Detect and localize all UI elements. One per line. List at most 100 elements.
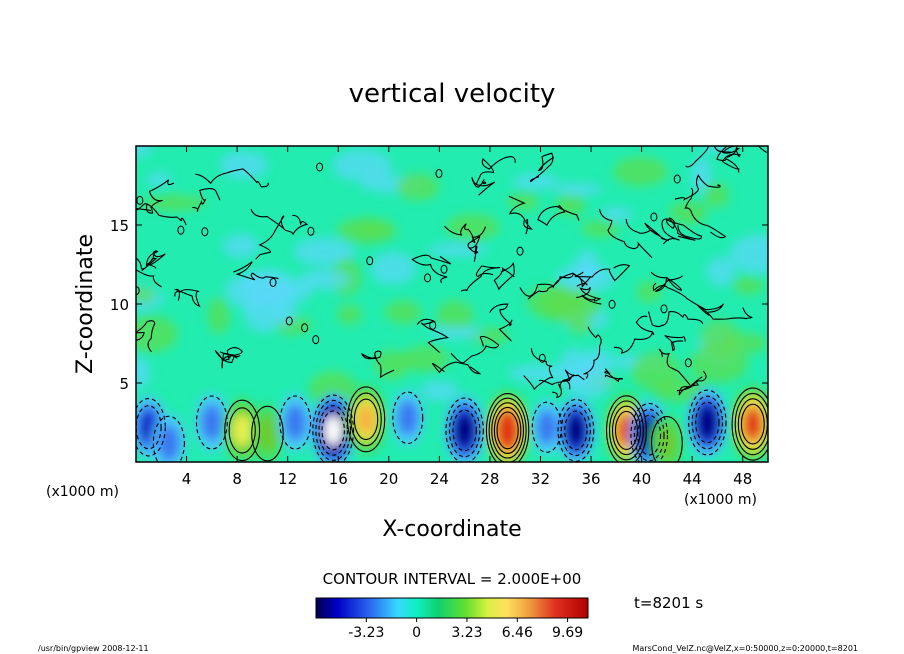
x-unit-left: (x1000 m) <box>46 484 119 500</box>
texture-patch <box>512 173 559 190</box>
contour-ring <box>611 405 641 456</box>
contour-ring <box>637 414 662 456</box>
contour-ring <box>564 410 588 451</box>
contour-ring <box>496 411 519 450</box>
texture-patch <box>429 326 483 339</box>
contour-line <box>529 152 555 183</box>
contour-loop <box>269 278 277 288</box>
contour-ring <box>350 392 382 447</box>
texture-patch <box>336 217 398 245</box>
contour-line <box>684 187 727 239</box>
texture-patch <box>222 234 259 258</box>
contour-loop <box>608 299 616 309</box>
contour-ring <box>195 395 228 450</box>
x-axis: 4 8 12 16 20 24 28 32 36 40 44 48 <box>182 146 752 488</box>
contour-loop <box>516 246 524 256</box>
contour-loop <box>650 212 658 222</box>
contour-loop <box>440 264 448 274</box>
contour-line <box>431 361 482 375</box>
velocity-cell-core <box>201 404 223 441</box>
contour-ring <box>734 392 768 456</box>
contour-ring <box>392 391 424 445</box>
x-unit-right: (x1000 m) <box>684 492 757 508</box>
contour-line <box>576 286 602 305</box>
footer-right: MarsCond_VelZ.nc@VelZ,x=0:50000,z=0:2000… <box>633 644 859 653</box>
texture-patch <box>601 206 633 221</box>
velocity-cell-core <box>397 400 418 436</box>
velocity-cell-core <box>743 408 762 440</box>
x-tick-label: 44 <box>683 470 702 488</box>
contour-ring <box>312 394 355 462</box>
texture-patch <box>703 182 730 209</box>
contour-line <box>450 335 500 364</box>
time-label: t=8201 s <box>634 594 703 612</box>
contour-line <box>650 271 683 292</box>
contour-line <box>136 269 162 288</box>
x-tick-label: 24 <box>430 470 449 488</box>
texture-patch <box>636 281 662 303</box>
contour-line <box>666 217 703 240</box>
contour-line <box>674 173 721 201</box>
texture-patch <box>508 364 569 382</box>
contour-line <box>658 348 703 387</box>
contour-line <box>255 215 285 260</box>
contour-lines <box>136 386 768 462</box>
contour-ring <box>228 407 256 454</box>
contour-ring <box>136 405 162 450</box>
velocity-cell-core <box>284 404 306 441</box>
contour-loop <box>366 256 374 266</box>
texture-patch <box>207 297 230 334</box>
contour-line <box>411 254 452 284</box>
contour-line <box>523 348 554 390</box>
contour-ring <box>633 408 665 462</box>
contour-ring <box>448 403 481 458</box>
colorbar-tick-label: -3.23 <box>348 625 384 641</box>
texture-patch <box>396 173 440 201</box>
texture-patch <box>556 264 615 292</box>
texture-patch <box>631 352 682 392</box>
contour-ring <box>740 403 765 445</box>
contour-line <box>467 235 481 262</box>
contour-ring <box>136 397 166 457</box>
texture-patch <box>337 304 363 325</box>
contour-ring <box>353 398 379 441</box>
texture-patch <box>446 213 500 241</box>
contour-ring <box>491 402 525 459</box>
contour-loop <box>660 304 668 314</box>
contour-line <box>527 273 592 300</box>
contour-ring <box>279 395 312 450</box>
contour-line <box>460 265 501 292</box>
texture-patch <box>298 269 351 290</box>
texture-patch <box>332 149 392 182</box>
texture-patch <box>374 349 410 380</box>
y-tick-label: 15 <box>110 217 129 235</box>
texture-patch <box>136 146 151 157</box>
texture-patch <box>732 276 765 295</box>
texture-patch <box>293 237 355 266</box>
texture-patch <box>564 364 611 399</box>
contour-line <box>613 315 655 354</box>
chart-title: vertical velocity <box>349 79 556 109</box>
contour-line <box>574 264 631 282</box>
y-axis: 5 10 15 <box>110 217 768 393</box>
contour-loop <box>307 226 315 236</box>
x-tick-label: 36 <box>581 470 600 488</box>
contour-loop <box>424 273 432 283</box>
velocity-cell-core <box>232 414 252 447</box>
texture-patch <box>668 201 708 225</box>
velocity-cell-core <box>455 415 474 446</box>
contour-ring <box>605 395 647 462</box>
texture-patch <box>401 345 450 372</box>
contour-ring <box>321 410 345 451</box>
colorbar-tick-label: 0 <box>412 625 421 641</box>
x-axis-label: X-coordinate <box>382 517 521 542</box>
contour-loop <box>684 358 692 368</box>
contour-interval: CONTOUR INTERVAL = 2.000E+00 <box>323 570 582 588</box>
texture-patch <box>370 252 416 285</box>
contour-loop <box>136 195 144 205</box>
contour-loop <box>285 316 293 326</box>
contour-line <box>250 208 309 235</box>
velocity-cell-core <box>324 415 343 446</box>
contour-loop <box>673 174 681 184</box>
contour-ring <box>315 399 352 461</box>
